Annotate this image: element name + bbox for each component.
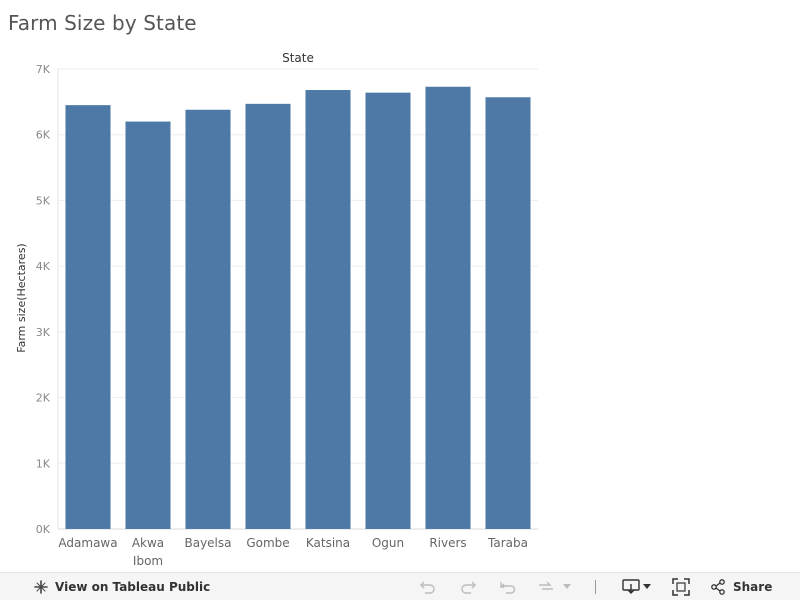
x-axis-ticks: Adamawa Akwa Ibom Bayelsa Gombe Katsina Ogun Ri… xyxy=(58,536,528,568)
revert-icon xyxy=(499,580,517,594)
bar-chart: State Farm size(Hectares) 0K 1K 2K 3K 4K 5K 6K… xyxy=(15,51,538,568)
x-tick-label: Katsina xyxy=(306,536,350,550)
x-tick-label: Rivers xyxy=(429,536,466,550)
x-tick-label: Ibom xyxy=(133,554,163,568)
x-tick-label: Ogun xyxy=(372,536,404,550)
tableau-toolbar: View on Tableau Public xyxy=(0,572,800,600)
fullscreen-icon xyxy=(672,578,690,596)
bar-bayelsa xyxy=(185,109,231,529)
refresh-icon xyxy=(537,580,557,594)
x-tick-label: Gombe xyxy=(246,536,289,550)
fullscreen-button[interactable] xyxy=(671,577,691,597)
download-icon xyxy=(621,579,640,595)
undo-icon xyxy=(419,580,437,594)
undo-button[interactable] xyxy=(418,577,438,597)
x-tick-label: Taraba xyxy=(487,536,528,550)
column-header: State xyxy=(282,51,314,65)
y-tick-label: 7K xyxy=(36,63,51,76)
x-tick-label: Akwa xyxy=(132,536,164,550)
y-axis-ticks: 0K 1K 2K 3K 4K 5K 6K 7K xyxy=(36,63,51,536)
redo-button[interactable] xyxy=(458,577,478,597)
bar-ogun xyxy=(365,92,411,530)
bars xyxy=(65,86,531,530)
y-tick-label: 0K xyxy=(36,523,51,536)
chart-title: Farm Size by State xyxy=(8,11,197,35)
view-on-tableau-public-label: View on Tableau Public xyxy=(55,580,211,594)
y-tick-label: 2K xyxy=(36,392,51,405)
download-button[interactable] xyxy=(620,577,652,597)
share-label: Share xyxy=(733,580,773,594)
bar-rivers xyxy=(425,86,471,529)
y-axis-label: Farm size(Hectares) xyxy=(15,243,28,352)
refresh-button[interactable] xyxy=(534,577,574,597)
bar-akwa-ibom xyxy=(125,121,171,530)
tableau-logo-icon xyxy=(33,579,49,595)
revert-button[interactable] xyxy=(498,577,518,597)
bar-taraba xyxy=(485,97,531,529)
y-tick-label: 4K xyxy=(36,260,51,273)
view-on-tableau-public-link[interactable]: View on Tableau Public xyxy=(33,573,210,601)
share-button[interactable]: Share xyxy=(710,573,772,601)
y-tick-label: 3K xyxy=(36,326,51,339)
share-icon xyxy=(710,579,726,595)
x-tick-label: Bayelsa xyxy=(184,536,231,550)
bar-adamawa xyxy=(65,105,111,530)
x-tick-label: Adamawa xyxy=(58,536,117,550)
chevron-down-icon xyxy=(642,584,651,590)
bar-gombe xyxy=(245,103,291,529)
redo-icon xyxy=(459,580,477,594)
y-tick-label: 1K xyxy=(36,457,51,470)
y-tick-label: 5K xyxy=(36,194,51,207)
chevron-down-icon xyxy=(563,584,571,590)
toolbar-divider xyxy=(595,580,596,594)
y-tick-label: 6K xyxy=(36,129,51,142)
bar-katsina xyxy=(305,90,351,530)
